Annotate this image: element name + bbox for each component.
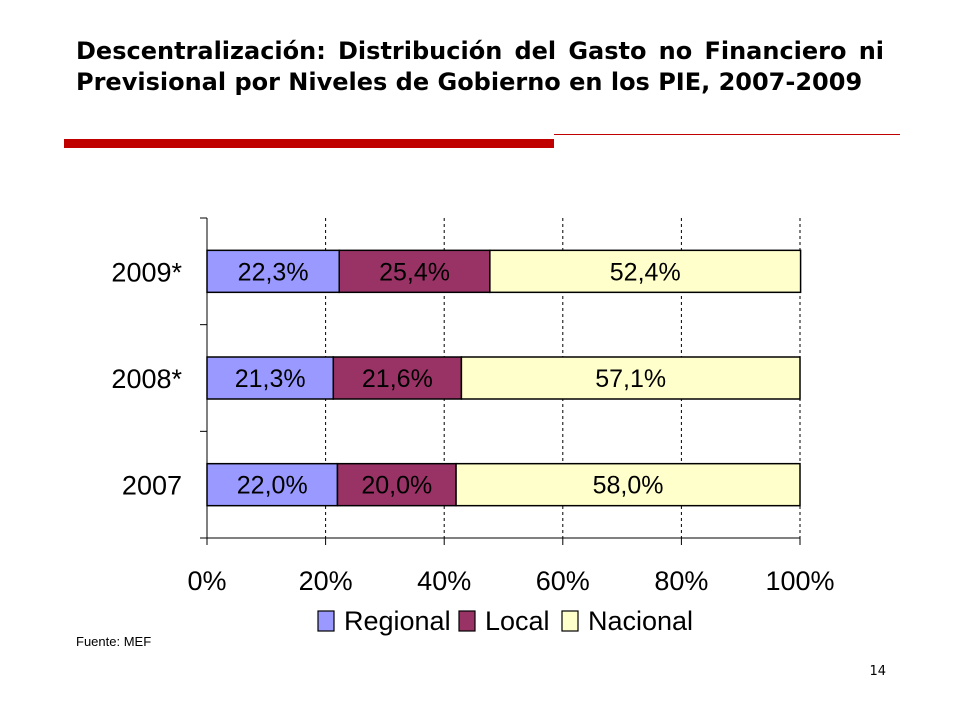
data-label: 22,3% — [238, 258, 309, 286]
data-label: 21,3% — [235, 365, 306, 393]
chart-bars: 22,3% 25,4% 52,4% 21,3% 21,6% 57,1% 22,0% 20,0%… — [206, 249, 802, 507]
x-tick-label: 100% — [765, 566, 834, 596]
legend-label-local: Local — [485, 606, 550, 636]
x-tick-label: 60% — [536, 566, 590, 596]
chart-legend: Regional Local Nacional — [317, 606, 693, 636]
bar-segment-nacional — [455, 462, 801, 507]
x-tick-label: 40% — [417, 566, 471, 596]
title-underline-thin — [554, 134, 900, 135]
legend-swatch-nacional — [561, 610, 579, 632]
data-label: 21,6% — [362, 365, 433, 393]
legend-label-nacional: Nacional — [588, 606, 693, 636]
source-note: Fuente: MEF — [76, 634, 152, 649]
bar-segment-nacional — [489, 249, 802, 294]
data-label: 52,4% — [610, 258, 681, 286]
data-label: 58,0% — [593, 472, 664, 500]
x-tick-label: 80% — [654, 566, 708, 596]
page-number: 14 — [869, 664, 886, 679]
y-tick-label: 2008* — [111, 364, 182, 394]
bar-segment-regional — [206, 356, 335, 400]
legend-label-regional: Regional — [344, 606, 451, 636]
bar-segment-nacional — [460, 356, 801, 400]
bar-segment-local — [336, 462, 457, 507]
bar-segment-local — [338, 249, 491, 294]
data-label: 25,4% — [379, 258, 450, 286]
data-label: 20,0% — [361, 472, 432, 500]
data-label: 57,1% — [595, 365, 666, 393]
chart-axes: 0% 20% 40% 60% 80% 100% 2009* 2008* 2007 — [111, 217, 835, 596]
data-label: 22,0% — [237, 472, 308, 500]
x-tick-label: 20% — [299, 566, 353, 596]
y-tick-label: 2009* — [111, 257, 182, 287]
x-tick-label: 0% — [187, 566, 226, 596]
legend-swatch-regional — [317, 610, 335, 632]
y-tick-label: 2007 — [122, 471, 182, 501]
slide-title: Descentralización: Distribución del Gast… — [76, 37, 884, 96]
legend-swatch-local — [458, 610, 476, 632]
title-underline-thick — [64, 139, 554, 148]
bar-segment-regional — [206, 249, 340, 294]
